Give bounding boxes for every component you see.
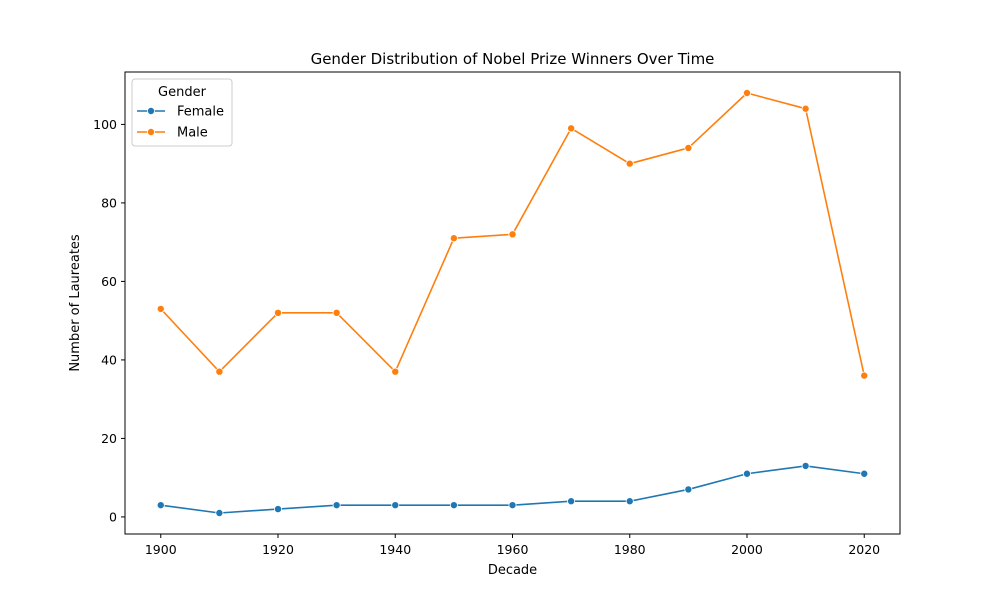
- data-point-female: [684, 485, 693, 494]
- x-axis: 1900 1920 1940 1960 1980 2000 2020: [145, 534, 880, 557]
- legend-swatch-marker: [146, 127, 155, 136]
- y-tick-label: 80: [101, 195, 117, 210]
- legend-label: Female: [177, 105, 224, 120]
- y-axis: 0 20 40 60 80 100: [93, 117, 125, 524]
- data-point-male: [508, 230, 517, 239]
- legend-item-male: Male: [137, 126, 208, 141]
- plot-frame: [124, 71, 901, 535]
- y-tick-label: 100: [93, 117, 117, 132]
- legend-frame: [131, 78, 233, 147]
- data-point-male: [391, 367, 400, 376]
- y-tick-label: 20: [101, 431, 117, 446]
- data-point-female: [508, 501, 517, 510]
- x-tick-label: 2020: [848, 542, 880, 557]
- data-point-female: [391, 501, 400, 510]
- x-axis-label: Decade: [488, 563, 537, 578]
- x-tick-label: 2000: [731, 542, 763, 557]
- data-point-female: [742, 469, 751, 478]
- series-layer: [156, 89, 869, 517]
- data-point-male: [742, 89, 751, 98]
- y-tick-label: 60: [101, 274, 117, 289]
- legend-label: Male: [177, 126, 208, 141]
- data-point-male: [449, 234, 458, 243]
- y-tick-label: 40: [101, 352, 117, 367]
- data-point-male: [567, 124, 576, 133]
- data-point-male: [625, 159, 634, 168]
- legend-entries: Female Male: [137, 105, 224, 141]
- data-point-female: [860, 469, 869, 478]
- data-point-male: [801, 104, 810, 113]
- data-point-male: [684, 143, 693, 152]
- series-male: [156, 89, 869, 380]
- legend-swatch-marker: [146, 107, 155, 116]
- series-female: [156, 461, 869, 517]
- data-point-male: [215, 367, 224, 376]
- x-tick-label: 1960: [497, 542, 529, 557]
- x-tick-label: 1900: [145, 542, 177, 557]
- data-point-female: [156, 501, 165, 510]
- data-point-male: [156, 304, 165, 313]
- chart-title: Gender Distribution of Nobel Prize Winne…: [311, 50, 715, 68]
- data-point-female: [449, 501, 458, 510]
- y-axis-label: Number of Laureates: [68, 234, 83, 372]
- data-point-female: [332, 501, 341, 510]
- data-point-male: [332, 308, 341, 317]
- data-point-female: [801, 461, 810, 470]
- data-point-female: [215, 508, 224, 517]
- data-point-male: [274, 308, 283, 317]
- y-tick-label: 0: [109, 509, 117, 524]
- data-point-male: [860, 371, 869, 380]
- data-point-female: [274, 505, 283, 514]
- plot-area: 1900 1920 1940 1960 1980 2000 2020 0 20 40 60 80 10…: [93, 71, 901, 557]
- x-tick-label: 1980: [614, 542, 646, 557]
- x-tick-label: 1920: [262, 542, 294, 557]
- legend-title: Gender: [158, 85, 207, 100]
- data-point-female: [625, 497, 634, 506]
- legend-item-female: Female: [137, 105, 224, 120]
- x-tick-label: 1940: [379, 542, 411, 557]
- data-point-female: [567, 497, 576, 506]
- legend: Gender Female Male: [131, 78, 233, 147]
